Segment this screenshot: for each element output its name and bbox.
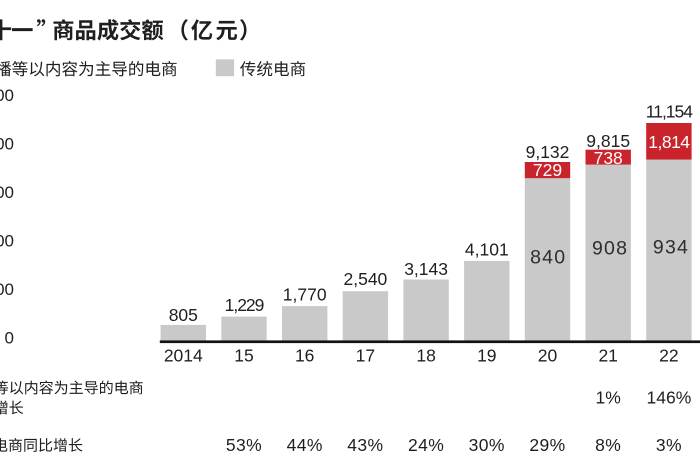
svg-text:5,000: 5,000 bbox=[0, 231, 14, 250]
svg-text:1%: 1% bbox=[596, 387, 621, 407]
svg-text:2,540: 2,540 bbox=[344, 269, 388, 289]
svg-text:17: 17 bbox=[356, 345, 375, 365]
svg-text:12,500: 12,500 bbox=[0, 86, 14, 105]
svg-text:24%: 24% bbox=[408, 435, 444, 455]
svg-text:9,815: 9,815 bbox=[586, 131, 630, 151]
svg-text:934: 934 bbox=[653, 237, 689, 259]
svg-text:15: 15 bbox=[234, 345, 253, 365]
svg-text:4,101: 4,101 bbox=[465, 240, 509, 260]
svg-text:19: 19 bbox=[477, 345, 496, 365]
svg-text:1,229: 1,229 bbox=[225, 295, 264, 315]
svg-text:29%: 29% bbox=[529, 435, 565, 455]
svg-text:2,500: 2,500 bbox=[0, 280, 14, 299]
svg-text:7,500: 7,500 bbox=[0, 183, 14, 202]
svg-text:44%: 44% bbox=[287, 435, 323, 455]
svg-text:908: 908 bbox=[592, 238, 628, 260]
svg-text:20: 20 bbox=[538, 345, 558, 365]
svg-text:1,770: 1,770 bbox=[283, 285, 327, 305]
svg-text:18: 18 bbox=[416, 345, 435, 365]
svg-text:53%: 53% bbox=[226, 435, 262, 455]
svg-text:805: 805 bbox=[169, 305, 198, 325]
svg-text:2014: 2014 bbox=[164, 345, 203, 365]
svg-text:11,154: 11,154 bbox=[646, 102, 693, 122]
svg-text:3,143: 3,143 bbox=[404, 259, 448, 279]
svg-text:16: 16 bbox=[295, 345, 314, 365]
svg-text:9,132: 9,132 bbox=[526, 142, 570, 162]
svg-text:729: 729 bbox=[533, 160, 562, 180]
svg-text:10,000: 10,000 bbox=[0, 134, 14, 153]
svg-text:22: 22 bbox=[659, 345, 678, 365]
svg-text:146%: 146% bbox=[647, 387, 692, 407]
svg-text:21: 21 bbox=[598, 345, 617, 365]
svg-text:30%: 30% bbox=[469, 435, 505, 455]
svg-text:8%: 8% bbox=[595, 435, 621, 455]
svg-text:43%: 43% bbox=[347, 435, 383, 455]
svg-text:3%: 3% bbox=[656, 435, 682, 455]
svg-text:840: 840 bbox=[530, 247, 566, 269]
svg-text:738: 738 bbox=[594, 148, 623, 168]
svg-text:1,814: 1,814 bbox=[648, 132, 690, 152]
svg-text:0: 0 bbox=[5, 328, 14, 347]
